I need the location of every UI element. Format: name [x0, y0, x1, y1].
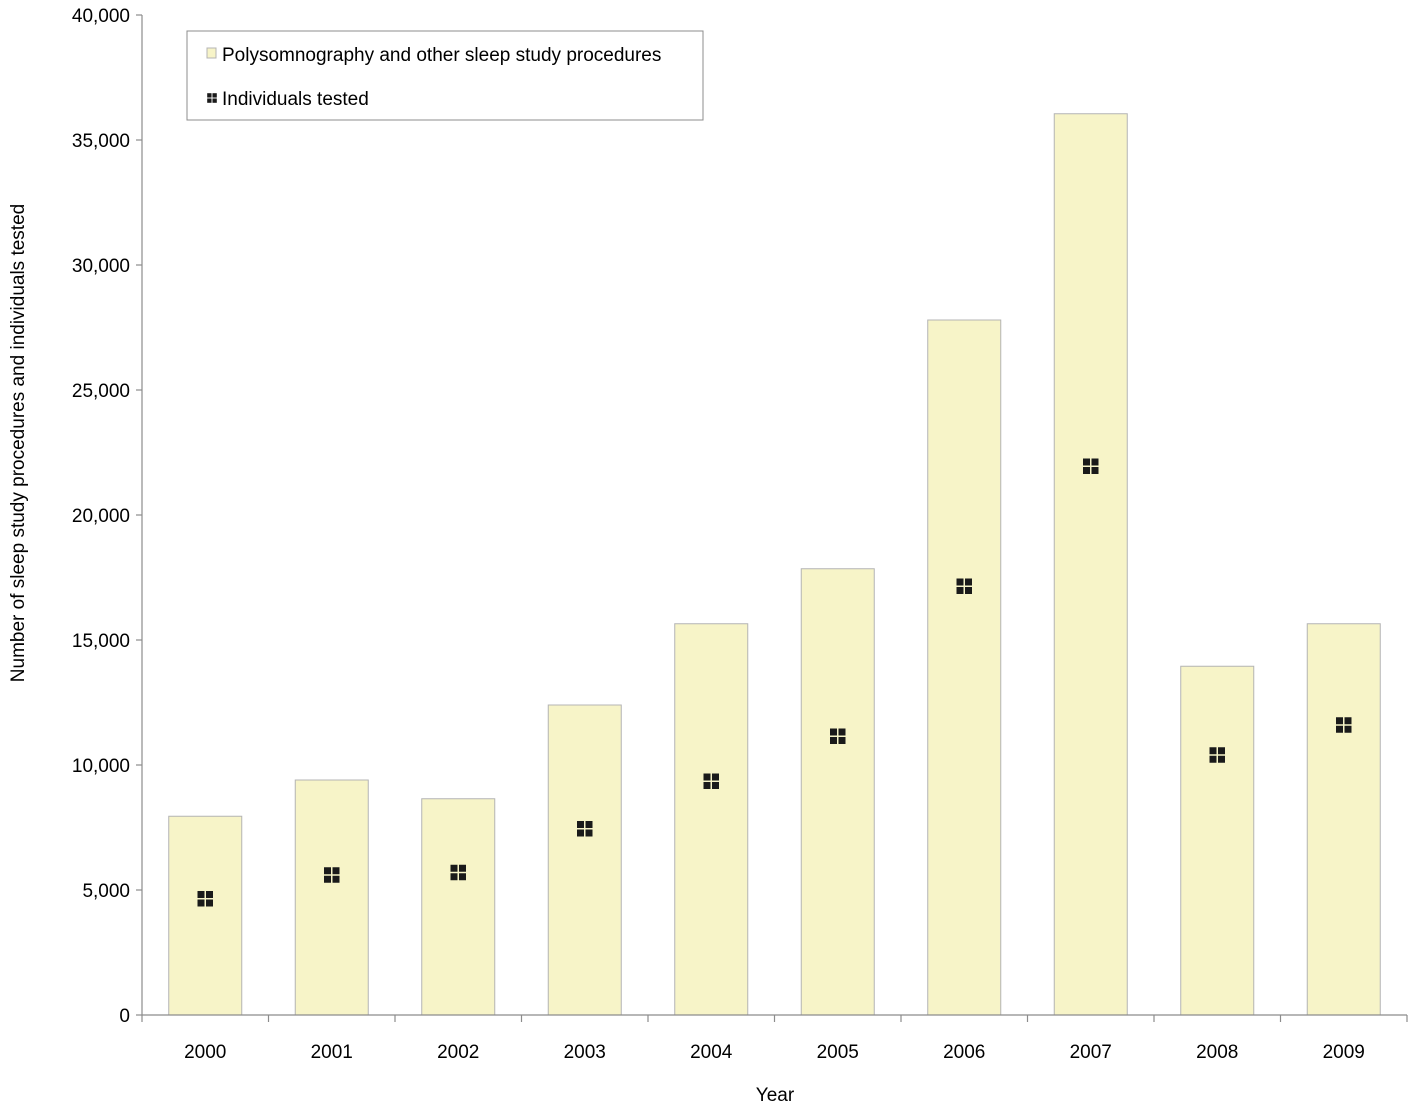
- y-tick-label: 20,000: [72, 506, 130, 527]
- y-tick-label: 15,000: [72, 631, 130, 652]
- x-tick-label: 2008: [1196, 1042, 1238, 1063]
- marker-2000: [197, 891, 213, 907]
- bar-2004: [674, 623, 749, 1016]
- y-ticks: 0 5,000 10,000 15,000 20,000 25,000 30,000 35,0…: [72, 6, 142, 1027]
- y-axis-title: Number of sleep study procedures and ind…: [8, 204, 29, 682]
- y-tick-label: 30,000: [72, 256, 130, 277]
- marker-2009: [1336, 717, 1352, 733]
- bar-2000: [168, 815, 243, 1016]
- x-axis-title: Year: [756, 1085, 795, 1106]
- bar-2009: [1306, 623, 1381, 1016]
- markers-layer: [197, 458, 1352, 907]
- y-tick-label: 0: [119, 1006, 130, 1027]
- y-tick-label: 5,000: [82, 881, 130, 902]
- legend-marker-icon: [207, 93, 217, 103]
- bar-2005: [800, 568, 875, 1016]
- legend-box: [186, 30, 704, 121]
- y-tick-label: 40,000: [72, 6, 130, 27]
- x-tick-label: 2009: [1323, 1042, 1365, 1063]
- marker-2004: [703, 773, 719, 789]
- bar-2008: [1180, 665, 1255, 1016]
- x-tick-label: 2005: [817, 1042, 859, 1063]
- bar-2003: [547, 704, 622, 1016]
- x-tick-label: 2007: [1070, 1042, 1112, 1063]
- marker-2003: [577, 821, 593, 837]
- x-tick-label: 2002: [437, 1042, 479, 1063]
- legend-bar-label: Polysomnography and other sleep study pr…: [222, 45, 661, 66]
- marker-2008: [1209, 747, 1225, 763]
- marker-2005: [830, 728, 846, 744]
- x-tick-label: 2003: [564, 1042, 606, 1063]
- legend: Polysomnography and other sleep study pr…: [186, 30, 704, 121]
- x-tick-label: 2001: [311, 1042, 353, 1063]
- bar-2006: [927, 319, 1002, 1016]
- marker-2002: [450, 864, 466, 881]
- y-tick-label: 25,000: [72, 381, 130, 402]
- x-ticks: 2000 2001 2002 2003 2004 2005 2006 2007 2008 2009: [141, 1015, 1408, 1063]
- bar-2001: [294, 779, 369, 1016]
- legend-marker-label: Individuals tested: [222, 89, 369, 110]
- x-tick-label: 2000: [184, 1042, 226, 1063]
- x-tick-label: 2004: [690, 1042, 733, 1063]
- marker-2006: [956, 578, 972, 594]
- bar-2002: [421, 798, 496, 1016]
- x-tick-label: 2006: [943, 1042, 985, 1063]
- y-tick-label: 10,000: [72, 756, 130, 777]
- y-tick-label: 35,000: [72, 131, 130, 152]
- marker-2001: [324, 867, 340, 883]
- bars-layer: [168, 113, 1381, 1016]
- bar-2007: [1053, 113, 1128, 1016]
- legend-bar-swatch: [206, 47, 217, 59]
- legend-marker-swatch: [207, 93, 217, 103]
- marker-2007: [1083, 458, 1099, 474]
